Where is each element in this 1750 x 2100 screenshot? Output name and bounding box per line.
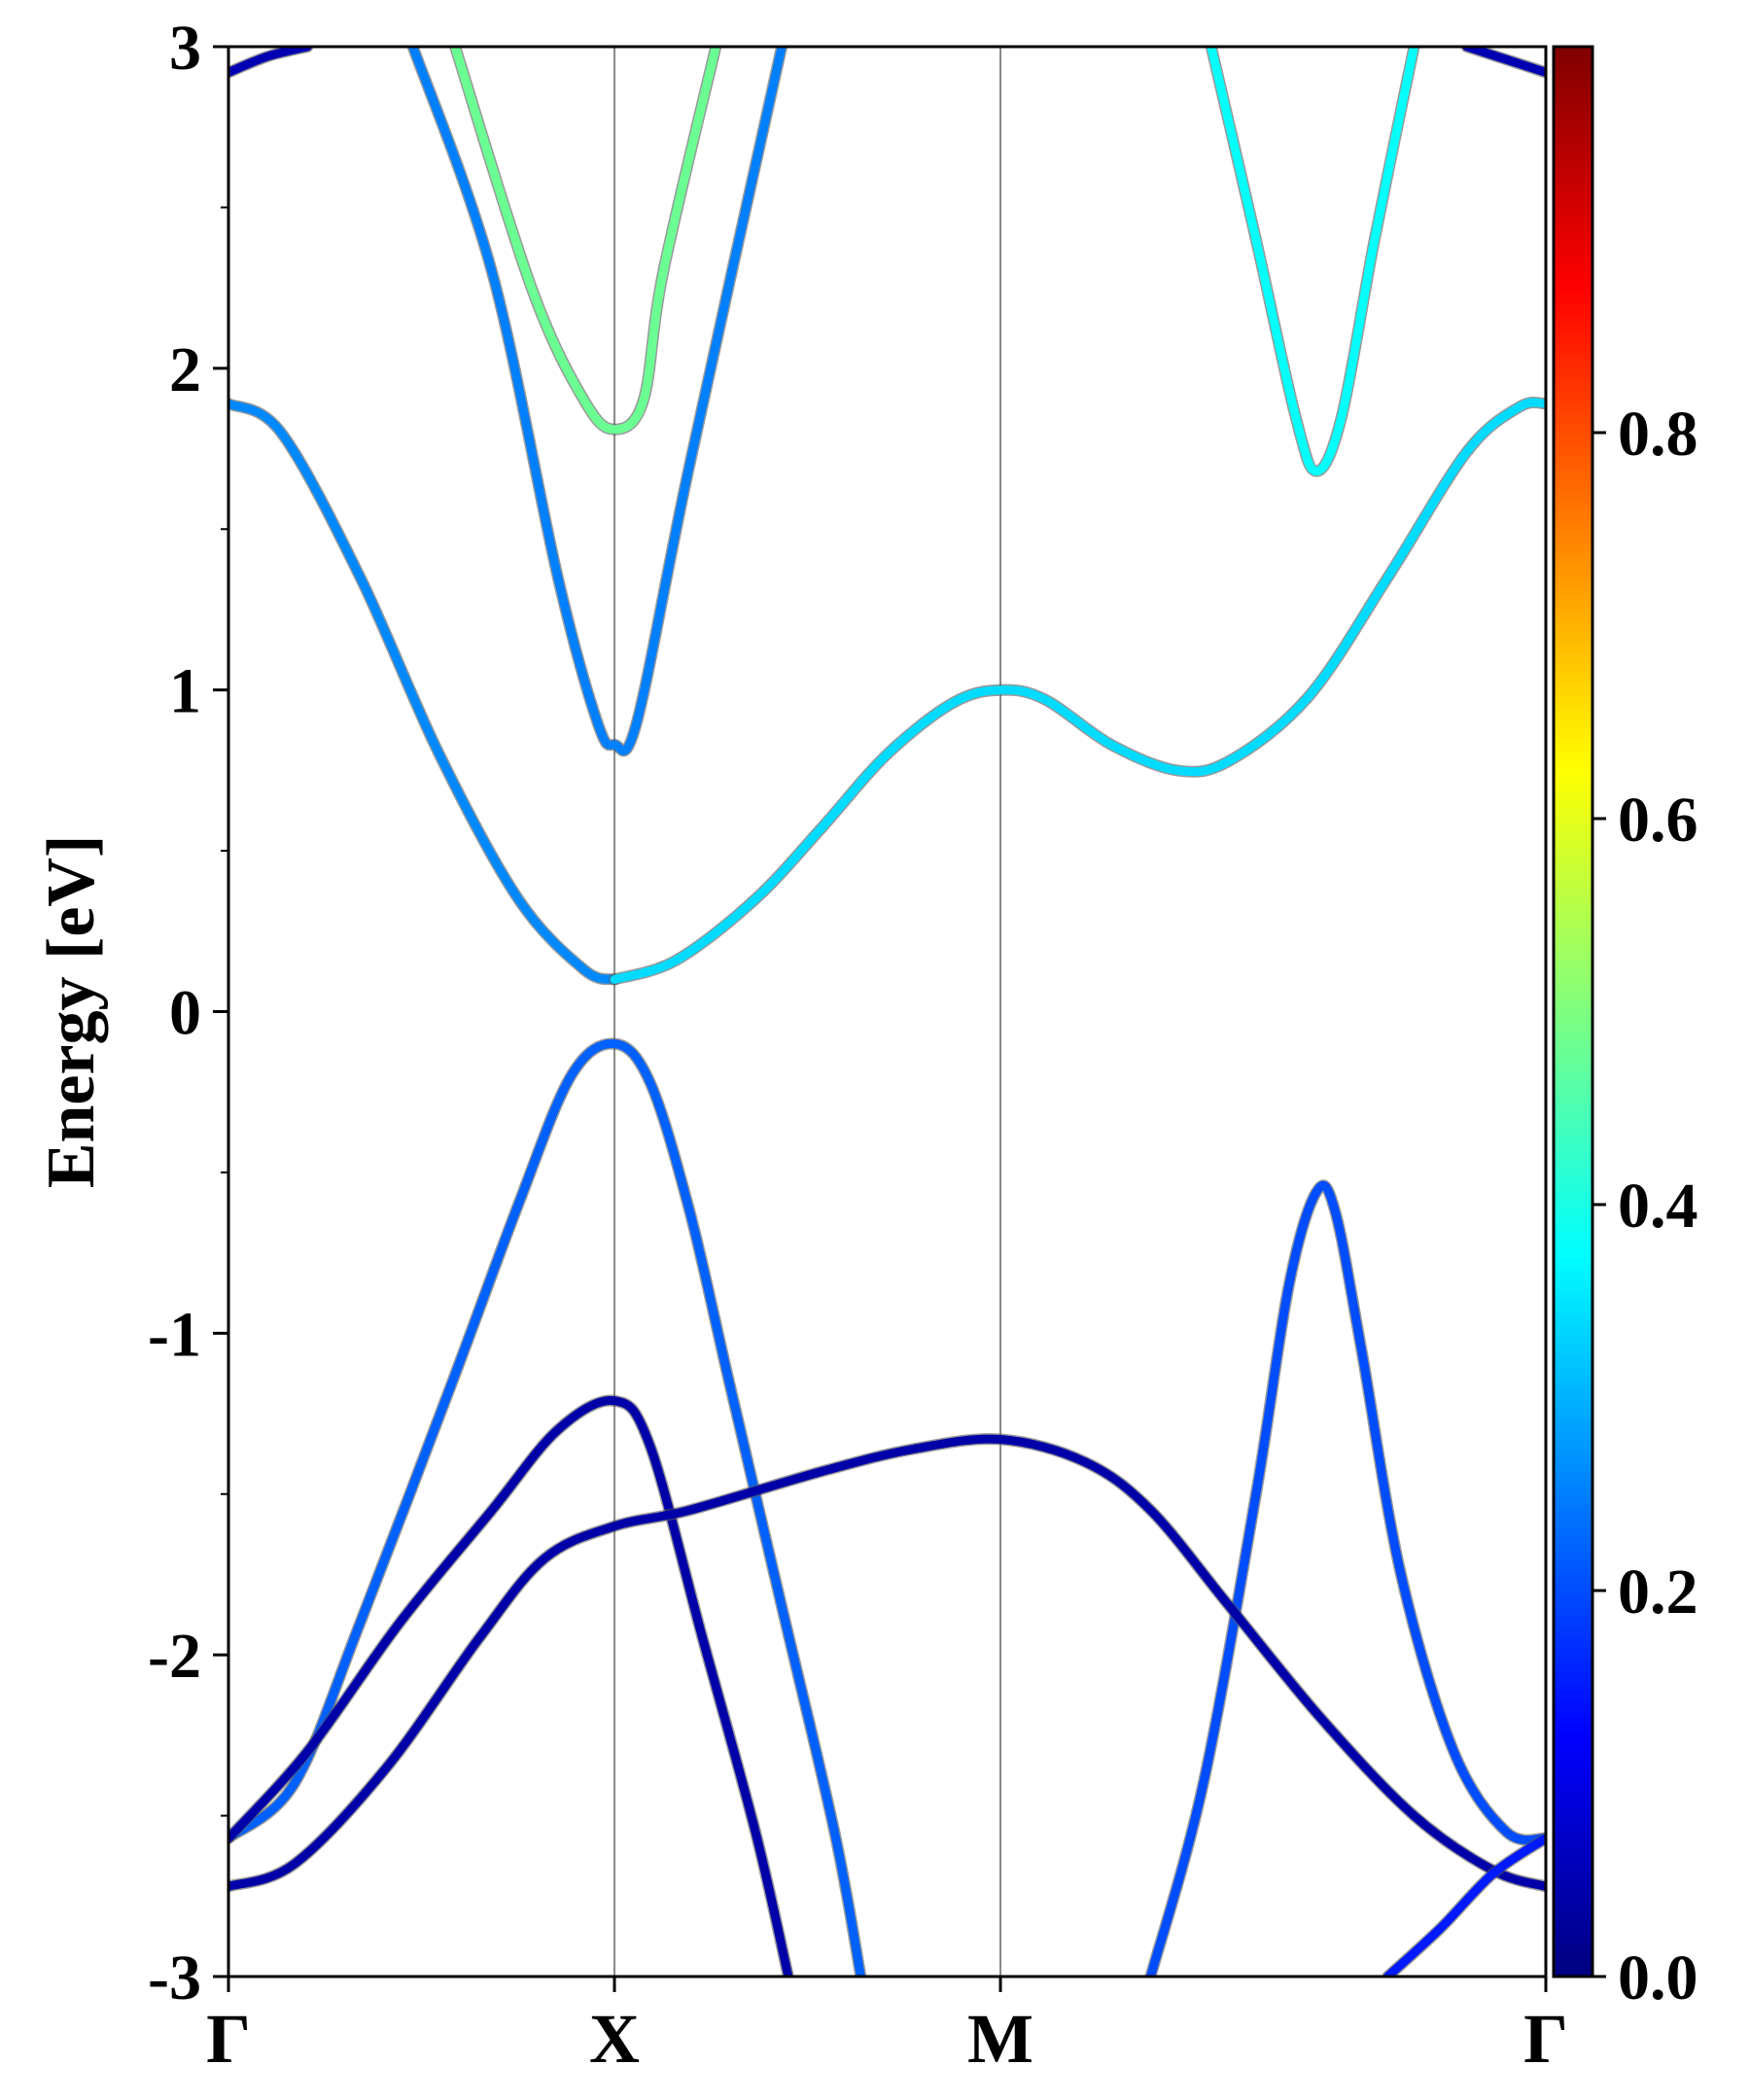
band-11 bbox=[1382, 1832, 1546, 1977]
band-outline bbox=[406, 47, 788, 757]
band-5 bbox=[228, 47, 314, 79]
band-outline bbox=[228, 398, 620, 986]
band-line bbox=[610, 398, 1546, 984]
band-outline bbox=[1205, 47, 1420, 477]
y-axis: 3 2 1 0 -1 -2 -3 bbox=[148, 13, 228, 2013]
band-line bbox=[228, 399, 619, 984]
y-tick-label: -1 bbox=[148, 1299, 201, 1370]
x-tick-label: Γ bbox=[1523, 2000, 1568, 2078]
plot-frame bbox=[227, 45, 1548, 1978]
band-outline bbox=[609, 397, 1546, 986]
band-9 bbox=[228, 1394, 794, 1977]
band-7 bbox=[228, 1037, 867, 1977]
band-line bbox=[228, 1434, 1546, 1891]
y-tick-label: 2 bbox=[169, 334, 201, 405]
band-4 bbox=[1205, 47, 1420, 477]
x-tick-label: X bbox=[589, 2000, 640, 2078]
band-line bbox=[228, 1039, 865, 1977]
band-line bbox=[408, 47, 787, 755]
band-line bbox=[228, 1395, 793, 1977]
y-tick-label: 3 bbox=[169, 13, 201, 84]
band-line bbox=[1207, 47, 1418, 476]
band-line bbox=[1462, 47, 1546, 77]
y-tick-label: -2 bbox=[148, 1621, 201, 1692]
band-line bbox=[228, 47, 312, 77]
band-outline bbox=[228, 1433, 1546, 1893]
x-tick-label: Γ bbox=[206, 2000, 251, 2078]
band-line bbox=[1382, 1834, 1546, 1977]
band-8 bbox=[1144, 1179, 1546, 1977]
colorbar-gradient bbox=[1552, 45, 1594, 1978]
band-1 bbox=[609, 397, 1546, 986]
colorbar-tick-label: 0.6 bbox=[1618, 785, 1698, 856]
colorbar-tick-label: 0.8 bbox=[1618, 399, 1698, 470]
band-curves bbox=[228, 47, 1546, 1977]
x-tick-label: M bbox=[967, 2000, 1033, 2078]
colorbar: 0.0 0.2 0.4 0.6 0.8 bbox=[1552, 45, 1698, 2013]
colorbar-tick-label: 0.2 bbox=[1618, 1557, 1698, 1628]
band-line bbox=[1146, 1180, 1546, 1977]
band-6 bbox=[1460, 47, 1546, 79]
y-tick-label: -3 bbox=[148, 1942, 201, 2013]
band-10 bbox=[228, 1433, 1546, 1893]
band-0 bbox=[228, 398, 620, 986]
y-tick-label: 1 bbox=[169, 656, 201, 727]
y-tick-label: 0 bbox=[169, 978, 201, 1049]
band-2 bbox=[406, 47, 788, 757]
colorbar-tick-label: 0.0 bbox=[1618, 1942, 1698, 2013]
band-line bbox=[450, 47, 720, 435]
band-outline bbox=[449, 47, 722, 436]
high-symmetry-lines bbox=[613, 47, 1002, 1977]
colorbar-tick-label: 0.4 bbox=[1618, 1171, 1698, 1242]
y-axis-label: Energy [eV] bbox=[34, 835, 109, 1189]
band-3 bbox=[449, 47, 722, 436]
